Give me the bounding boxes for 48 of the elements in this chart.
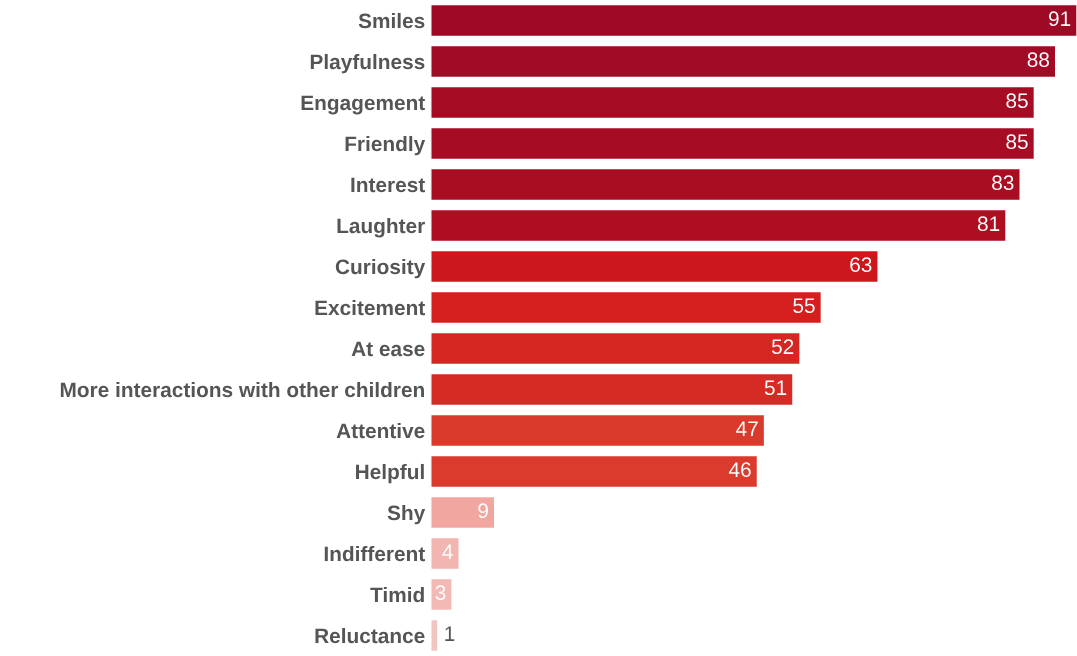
bar	[430, 85, 1036, 120]
y-tick-label: Friendly	[345, 135, 426, 156]
data-label: 4	[442, 544, 453, 559]
y-tick-label: Laughter	[337, 217, 425, 238]
bar	[430, 454, 759, 489]
bar	[430, 331, 801, 366]
bar	[430, 495, 496, 530]
y-tick-label: Timid	[370, 586, 424, 603]
bar	[430, 208, 1007, 243]
bar	[430, 126, 1036, 161]
bar	[430, 413, 766, 448]
data-label: 52	[771, 339, 794, 355]
bar	[430, 536, 460, 571]
data-label: 85	[1006, 93, 1028, 109]
data-label: 55	[793, 298, 815, 314]
y-tick-label: At ease	[351, 341, 425, 357]
bar	[430, 167, 1021, 202]
y-tick-label: Reluctance	[315, 627, 425, 644]
bar	[430, 372, 794, 407]
y-tick-label: Helpful	[356, 463, 424, 484]
data-label: 9	[478, 503, 488, 519]
bar	[430, 290, 823, 325]
data-label: 88	[1027, 52, 1050, 68]
y-tick-label: Smiles	[358, 12, 425, 29]
data-label: 63	[850, 257, 872, 273]
data-label: 51	[764, 380, 787, 396]
y-tick-label: Curiosity	[335, 258, 426, 279]
data-label: 85	[1006, 134, 1028, 150]
data-label: 1	[445, 626, 455, 641]
bar	[430, 618, 439, 653]
data-label: 46	[728, 462, 751, 478]
data-label: 91	[1049, 11, 1071, 27]
data-label: 3	[435, 585, 446, 601]
y-tick-label: Excitement	[315, 299, 425, 316]
y-tick-label: Shy	[387, 504, 426, 525]
data-label: 47	[736, 421, 758, 436]
y-tick-label: More interactions with other children	[60, 381, 424, 398]
bar	[430, 44, 1057, 79]
data-label: 83	[992, 175, 1014, 191]
bar	[430, 3, 1077, 38]
bar	[430, 577, 453, 612]
y-tick-label: Attentive	[336, 422, 425, 439]
data-label: 81	[977, 216, 1000, 232]
bar	[430, 249, 879, 284]
y-tick-label: Playfulness	[310, 53, 425, 74]
y-tick-label: Indifferent	[324, 545, 425, 562]
y-tick-label: Interest	[351, 177, 425, 193]
y-tick-label: Engagement	[301, 95, 425, 115]
